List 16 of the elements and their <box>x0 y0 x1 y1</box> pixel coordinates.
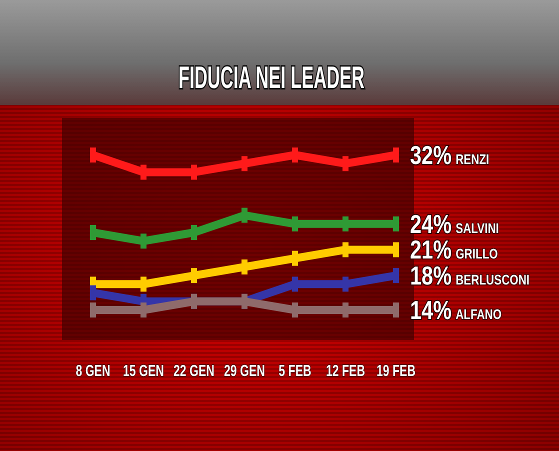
text: GRILLO <box>456 246 498 262</box>
x-tick-label: 19 FEB <box>376 361 416 380</box>
text: RENZI <box>456 152 490 168</box>
text: ALFANO <box>456 306 502 322</box>
data-label: 14% <box>410 296 452 325</box>
x-tick-label: 8 GEN <box>76 361 110 380</box>
x-tick-label: 12 FEB <box>326 361 366 380</box>
x-tick-label: 29 GEN <box>224 361 265 380</box>
text: SALVINI <box>456 220 499 236</box>
chart-title: FIDUCIA NEI LEADER <box>178 61 365 96</box>
data-label: 32% <box>410 140 452 170</box>
text: BERLUSCONI <box>456 272 530 288</box>
x-tick-label: 5 FEB <box>278 361 312 380</box>
data-label: 24% <box>410 210 452 238</box>
x-tick-label: 15 GEN <box>123 361 164 380</box>
x-tick-label: 22 GEN <box>174 361 214 380</box>
